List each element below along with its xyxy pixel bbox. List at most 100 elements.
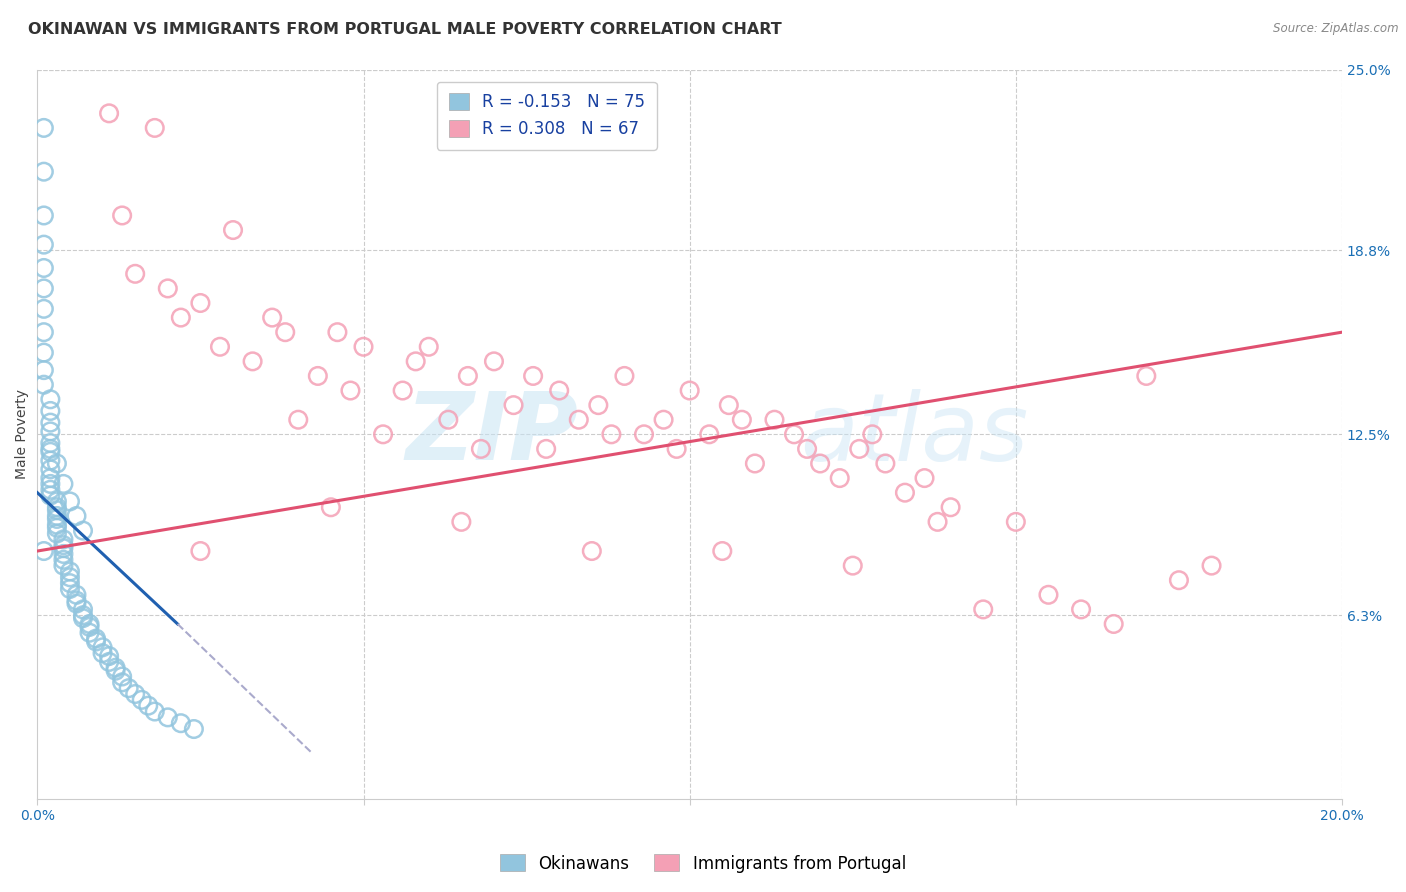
- Point: [287, 413, 309, 427]
- Point: [39, 453, 62, 467]
- Point: [65, 593, 87, 607]
- Point: [307, 368, 329, 383]
- Point: [104, 664, 127, 678]
- Point: [45, 500, 67, 515]
- Point: [796, 442, 818, 456]
- Point: [242, 354, 264, 368]
- Point: [808, 457, 831, 471]
- Point: [45, 512, 67, 526]
- Point: [568, 413, 591, 427]
- Point: [45, 457, 67, 471]
- Point: [143, 120, 166, 135]
- Point: [534, 442, 557, 456]
- Point: [156, 710, 179, 724]
- Point: [39, 489, 62, 503]
- Point: [170, 310, 193, 325]
- Point: [894, 485, 917, 500]
- Point: [39, 442, 62, 456]
- Point: [731, 413, 754, 427]
- Point: [45, 508, 67, 523]
- Point: [828, 471, 851, 485]
- Point: [32, 120, 55, 135]
- Point: [136, 698, 159, 713]
- Point: [39, 445, 62, 459]
- Point: [339, 384, 361, 398]
- Legend: R = -0.153   N = 75, R = 0.308   N = 67: R = -0.153 N = 75, R = 0.308 N = 67: [437, 81, 657, 150]
- Point: [72, 611, 94, 625]
- Point: [65, 508, 87, 523]
- Point: [59, 576, 82, 591]
- Point: [111, 675, 134, 690]
- Point: [665, 442, 688, 456]
- Point: [52, 541, 75, 555]
- Point: [52, 553, 75, 567]
- Point: [45, 517, 67, 532]
- Point: [679, 384, 702, 398]
- Point: [588, 398, 610, 412]
- Point: [972, 602, 994, 616]
- Point: [52, 558, 75, 573]
- Point: [32, 345, 55, 359]
- Point: [437, 413, 460, 427]
- Point: [927, 515, 949, 529]
- Point: [875, 457, 897, 471]
- Point: [32, 325, 55, 339]
- Point: [405, 354, 427, 368]
- Point: [39, 392, 62, 407]
- Point: [72, 608, 94, 623]
- Point: [39, 416, 62, 430]
- Point: [52, 533, 75, 547]
- Point: [744, 457, 766, 471]
- Point: [190, 296, 212, 310]
- Point: [763, 413, 786, 427]
- Point: [98, 655, 121, 669]
- Point: [848, 442, 870, 456]
- Point: [717, 398, 740, 412]
- Point: [65, 597, 87, 611]
- Point: [72, 602, 94, 616]
- Point: [59, 494, 82, 508]
- Point: [65, 588, 87, 602]
- Text: atlas: atlas: [800, 389, 1029, 480]
- Point: [59, 570, 82, 584]
- Point: [91, 640, 114, 655]
- Text: OKINAWAN VS IMMIGRANTS FROM PORTUGAL MALE POVERTY CORRELATION CHART: OKINAWAN VS IMMIGRANTS FROM PORTUGAL MAL…: [28, 22, 782, 37]
- Point: [72, 524, 94, 538]
- Point: [84, 634, 107, 648]
- Point: [32, 164, 55, 178]
- Point: [470, 442, 492, 456]
- Point: [124, 687, 146, 701]
- Legend: Okinawans, Immigrants from Portugal: Okinawans, Immigrants from Portugal: [494, 847, 912, 880]
- Point: [84, 632, 107, 646]
- Point: [39, 483, 62, 497]
- Point: [32, 301, 55, 316]
- Point: [39, 425, 62, 439]
- Point: [52, 547, 75, 561]
- Point: [262, 310, 284, 325]
- Point: [391, 384, 413, 398]
- Point: [1102, 617, 1125, 632]
- Point: [111, 209, 134, 223]
- Point: [45, 526, 67, 541]
- Point: [842, 558, 865, 573]
- Point: [502, 398, 524, 412]
- Point: [450, 515, 472, 529]
- Point: [32, 363, 55, 377]
- Point: [274, 325, 297, 339]
- Point: [45, 494, 67, 508]
- Point: [1070, 602, 1092, 616]
- Point: [32, 544, 55, 558]
- Point: [104, 661, 127, 675]
- Point: [190, 544, 212, 558]
- Point: [522, 368, 544, 383]
- Point: [371, 427, 394, 442]
- Point: [548, 384, 571, 398]
- Point: [697, 427, 720, 442]
- Point: [39, 462, 62, 476]
- Point: [1005, 515, 1028, 529]
- Point: [118, 681, 141, 696]
- Point: [91, 646, 114, 660]
- Point: [353, 340, 375, 354]
- Point: [39, 477, 62, 491]
- Point: [59, 565, 82, 579]
